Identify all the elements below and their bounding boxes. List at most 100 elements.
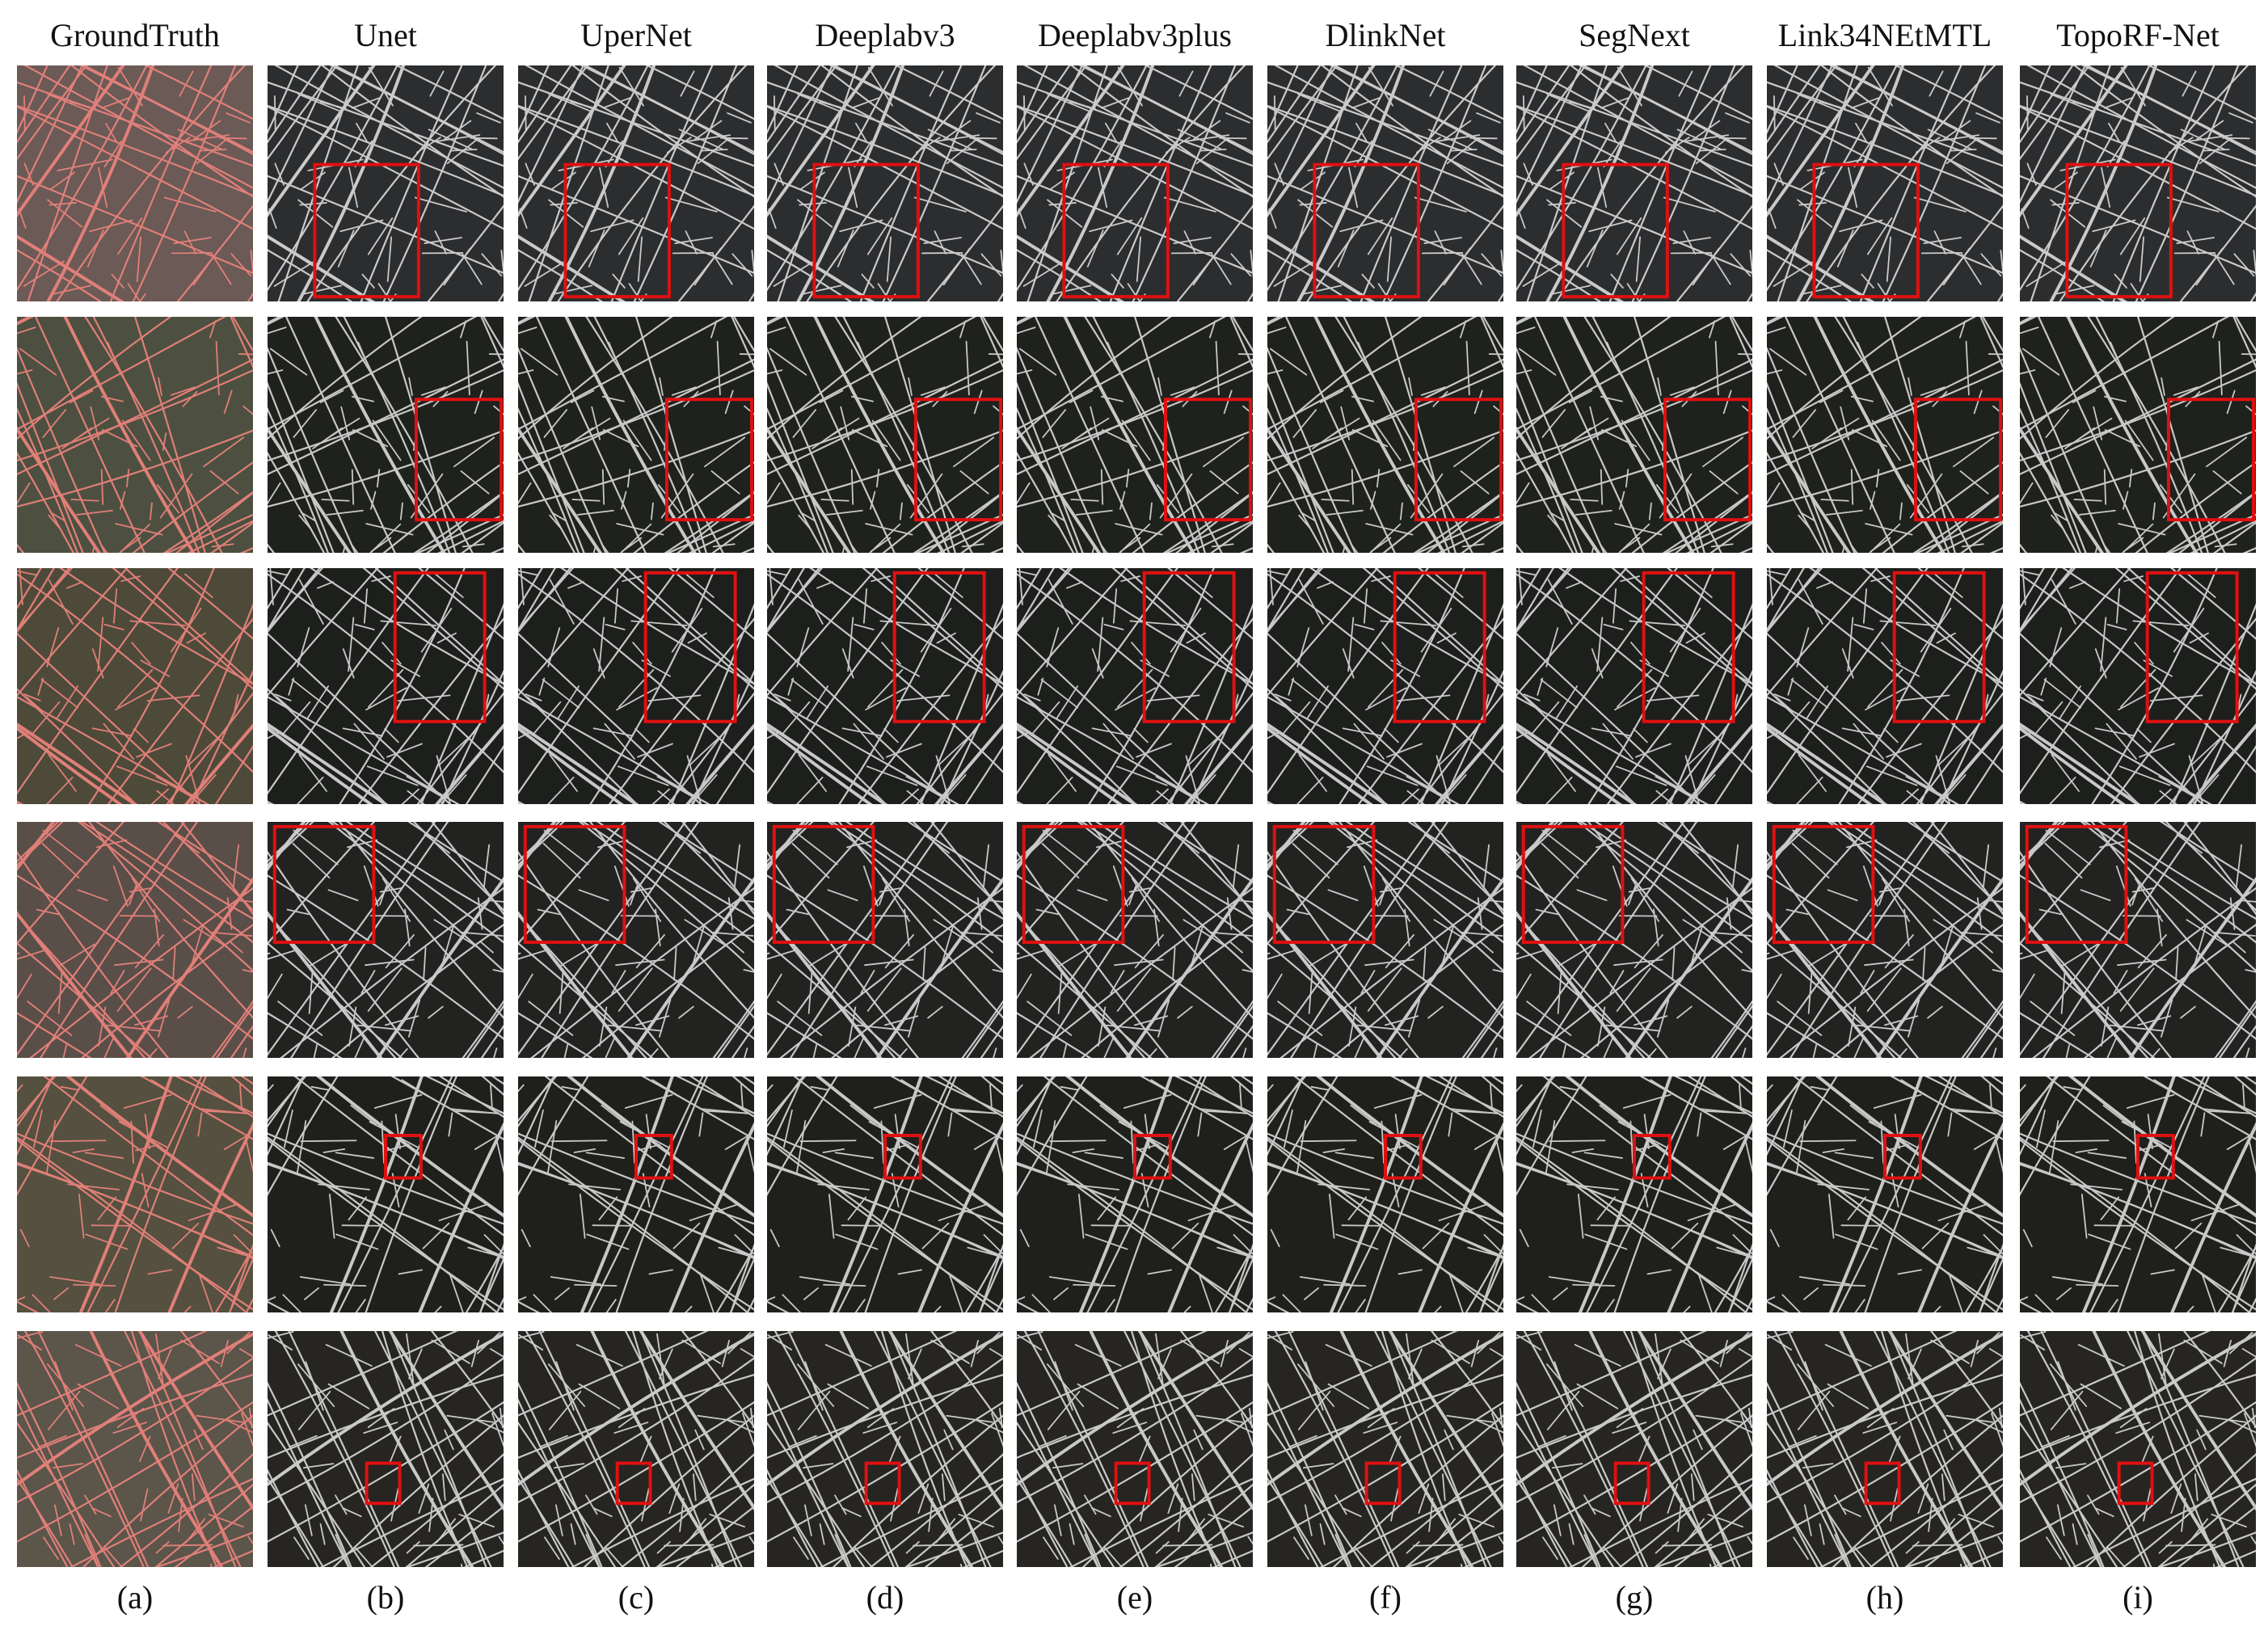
image-tile [767,317,1003,553]
image-tile [1017,317,1253,553]
tile-background [17,317,253,553]
column-label: (i) [2123,1579,2153,1616]
column-label: (a) [117,1579,153,1616]
image-tile [1767,317,2003,553]
tile-background [2020,317,2256,553]
image-tile [767,568,1003,804]
image-tile [1267,1076,1503,1312]
highlight-box [664,398,754,522]
image-tile [767,822,1003,1058]
image-tile [1516,1331,1752,1567]
image-tile [17,1076,253,1312]
highlight-box [2065,162,2173,299]
image-tile [1516,822,1752,1058]
column-label: (e) [1117,1579,1153,1616]
highlight-box [1022,824,1125,944]
highlight-box [1272,824,1376,944]
highlight-box [615,1461,652,1506]
image-tile [2020,317,2256,553]
image-tile [2020,65,2256,301]
image-tile [268,65,504,301]
image-tile [518,65,754,301]
image-tile [1017,568,1253,804]
image-tile [17,1331,253,1567]
image-tile [2020,822,2256,1058]
highlight-box [393,571,487,723]
highlight-box [272,824,376,944]
image-tile [1516,65,1752,301]
highlight-box [2025,824,2128,944]
highlight-box [563,162,671,299]
image-tile [518,568,754,804]
tile-background [1516,1331,1752,1567]
highlight-box [523,824,626,944]
column-label: (b) [367,1579,405,1616]
tile-background [1267,1331,1503,1567]
highlight-box [1384,1134,1423,1180]
image-tile [518,1331,754,1567]
column-title: GroundTruth [50,17,220,53]
image-tile [2020,1331,2256,1567]
highlight-box [1663,398,1752,522]
highlight-box [1133,1134,1172,1180]
highlight-box [1883,1134,1922,1180]
image-tile [1767,1076,2003,1312]
image-tile [1267,1331,1503,1567]
tile-background [1767,1331,2003,1567]
highlight-box [1364,1461,1402,1506]
column-title: Unet [354,17,417,53]
image-tile [767,65,1003,301]
highlight-box [1613,1461,1650,1506]
image-tile [518,822,754,1058]
highlight-box [913,398,1003,522]
column-label: (f) [1369,1579,1402,1616]
highlight-box [1913,398,2003,522]
column-label: (g) [1616,1579,1654,1616]
highlight-box [2136,1134,2175,1180]
highlight-box [1892,571,1986,723]
image-tile [1017,65,1253,301]
image-tile [1767,568,2003,804]
image-tile [17,317,253,553]
column-label: (h) [1866,1579,1904,1616]
tile-background [518,1331,754,1567]
tile-background [1017,317,1253,553]
image-tile [2020,568,2256,804]
image-tile [767,1076,1003,1312]
highlight-box [2166,398,2256,522]
column-label: (d) [866,1579,904,1616]
highlight-box [1114,1461,1151,1506]
column-title: DlinkNet [1326,17,1446,53]
highlight-box [1163,398,1253,522]
tile-background [1516,317,1752,553]
highlight-box [1633,1134,1671,1180]
image-tile [1017,1076,1253,1312]
image-tile [1017,822,1253,1058]
image-tile [17,65,253,301]
image-tile [1267,317,1503,553]
column-title: SegNext [1579,17,1690,53]
highlight-box [643,571,737,723]
highlight-box [883,1134,922,1180]
highlight-box [1642,571,1735,723]
image-tile [1017,1331,1253,1567]
tile-background [1267,317,1503,553]
highlight-box [1521,824,1625,944]
tile-background [767,1331,1003,1567]
highlight-box [1864,1461,1901,1506]
highlight-box [2117,1461,2154,1506]
highlight-box [892,571,986,723]
image-tile [268,1076,504,1312]
tile-background [17,1331,253,1567]
highlight-box [812,162,920,299]
image-tile [1267,568,1503,804]
image-tile [1516,1076,1752,1312]
image-tile [518,317,754,553]
highlight-box [1062,162,1170,299]
image-tile [1767,822,2003,1058]
image-tile [767,1331,1003,1567]
highlight-box [2145,571,2239,723]
highlight-box [1142,571,1236,723]
highlight-box [1562,162,1669,299]
